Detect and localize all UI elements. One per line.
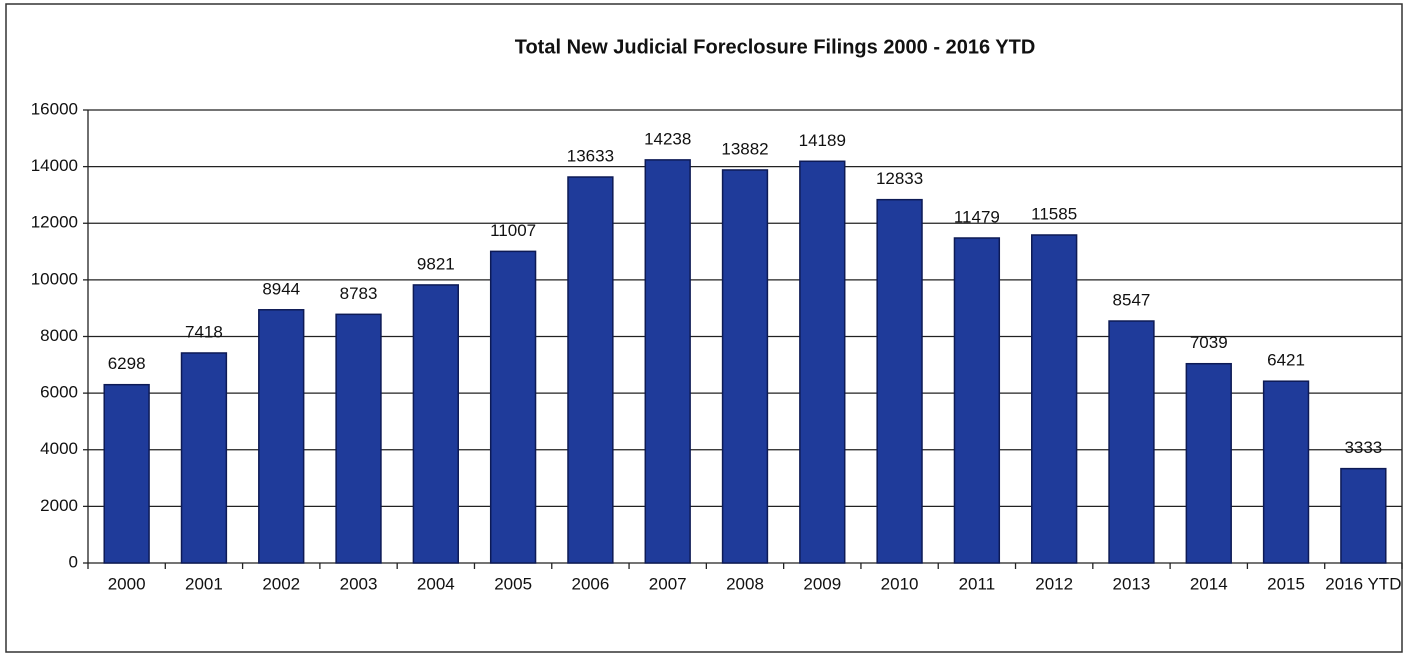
bar [1031, 234, 1078, 564]
x-tick-label: 2010 [881, 574, 919, 593]
data-label: 13633 [567, 147, 614, 166]
data-label: 6421 [1267, 351, 1305, 370]
data-label: 11585 [1031, 204, 1077, 223]
x-tick-label: 2016 YTD [1325, 574, 1401, 593]
bar [876, 198, 923, 564]
bar [1185, 362, 1232, 564]
bar [721, 169, 769, 564]
data-label: 11007 [490, 221, 536, 240]
data-label: 7039 [1190, 333, 1228, 352]
y-tick-label: 6000 [40, 383, 78, 402]
x-tick-label: 2005 [494, 574, 532, 593]
bar [799, 160, 846, 564]
data-label: 7418 [185, 322, 223, 341]
x-tick-label: 2013 [1113, 574, 1151, 593]
chart-border [5, 3, 1403, 653]
bar [1340, 467, 1387, 564]
y-tick-label: 2000 [40, 496, 78, 515]
x-tick-label: 2009 [803, 574, 841, 593]
y-tick-label: 12000 [31, 213, 78, 232]
bar [103, 383, 150, 564]
bar [258, 309, 305, 564]
x-tick-label: 2008 [726, 574, 764, 593]
x-tick-label: 2000 [108, 574, 146, 593]
x-tick-label: 2015 [1267, 574, 1305, 593]
y-tick-label: 0 [69, 552, 78, 571]
y-tick-label: 8000 [40, 326, 78, 345]
bar [335, 313, 382, 564]
x-tick-label: 2001 [185, 574, 223, 593]
data-label: 14238 [644, 129, 691, 148]
data-label: 3333 [1344, 438, 1382, 457]
data-label: 13882 [721, 139, 768, 158]
bar [489, 250, 537, 564]
bar [180, 352, 228, 564]
chart-title: Total New Judicial Foreclosure Filings 2… [515, 36, 1036, 58]
bar [412, 284, 459, 564]
y-tick-label: 10000 [31, 269, 78, 288]
x-tick-label: 2011 [959, 574, 996, 593]
x-tick-label: 2014 [1190, 574, 1228, 593]
x-tick-label: 2007 [649, 574, 687, 593]
y-tick-label: 4000 [40, 439, 78, 458]
bar [644, 159, 691, 564]
data-label: 6298 [108, 354, 146, 373]
data-label: 8944 [262, 279, 300, 298]
data-label: 8783 [340, 284, 378, 303]
x-tick-label: 2002 [262, 574, 300, 593]
bar [1262, 380, 1310, 564]
data-label: 14189 [799, 131, 846, 150]
x-tick-label: 2003 [340, 574, 378, 593]
data-label: 8547 [1113, 290, 1151, 309]
x-tick-label: 2004 [417, 574, 455, 593]
bar [953, 237, 1001, 564]
x-tick-label: 2006 [571, 574, 609, 593]
y-tick-label: 16000 [31, 99, 78, 118]
bar [567, 176, 614, 564]
bar [1108, 320, 1155, 564]
x-tick-label: 2012 [1035, 574, 1073, 593]
data-label: 12833 [876, 169, 923, 188]
data-label: 11479 [954, 207, 1000, 226]
y-tick-label: 14000 [31, 156, 78, 175]
data-label: 9821 [417, 254, 455, 273]
